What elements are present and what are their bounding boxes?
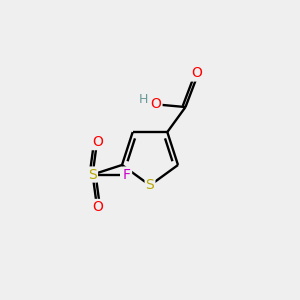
Text: O: O xyxy=(92,135,103,149)
Text: H: H xyxy=(139,93,148,106)
Text: S: S xyxy=(88,167,97,182)
Text: O: O xyxy=(191,67,202,80)
Text: S: S xyxy=(146,178,154,192)
Text: F: F xyxy=(123,167,131,182)
Text: O: O xyxy=(92,200,103,214)
Text: O: O xyxy=(151,97,161,111)
